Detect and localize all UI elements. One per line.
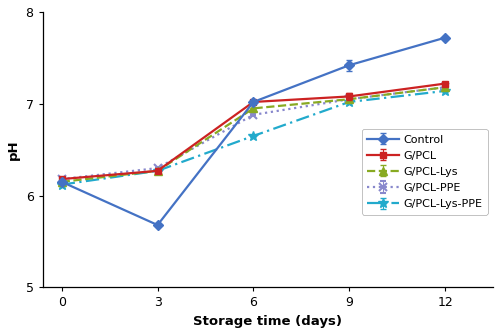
- Y-axis label: pH: pH: [7, 139, 20, 160]
- Legend: Control, G/PCL, G/PCL-Lys, G/PCL-PPE, G/PCL-Lys-PPE: Control, G/PCL, G/PCL-Lys, G/PCL-PPE, G/…: [362, 129, 488, 214]
- X-axis label: Storage time (days): Storage time (days): [194, 315, 342, 328]
